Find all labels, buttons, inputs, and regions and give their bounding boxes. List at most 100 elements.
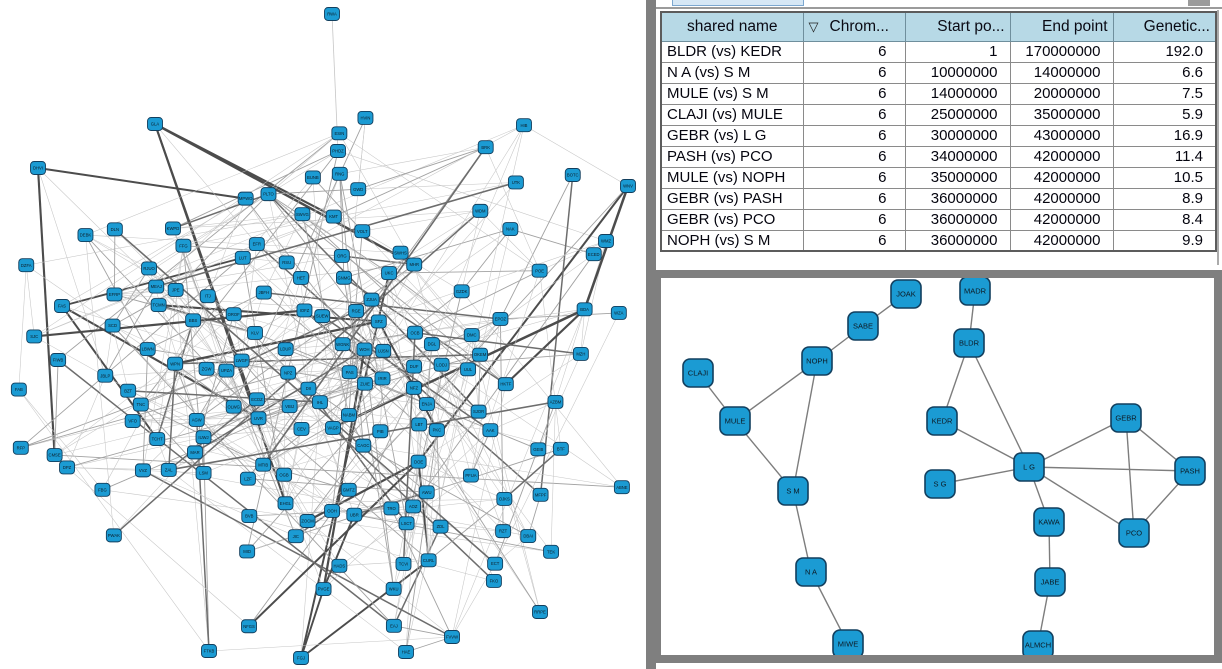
network-edge[interactable] xyxy=(66,436,204,468)
main-network-node[interactable]: OLWG xyxy=(225,399,242,414)
node-shape[interactable] xyxy=(10,382,27,397)
node-shape[interactable] xyxy=(576,302,593,317)
network-edge[interactable] xyxy=(34,216,334,337)
node-shape[interactable] xyxy=(1034,567,1066,597)
node-shape[interactable] xyxy=(543,544,559,559)
node-shape[interactable] xyxy=(507,175,524,190)
network-edge[interactable] xyxy=(300,173,341,279)
table-cell[interactable]: BLDR (vs) KEDR xyxy=(660,40,804,63)
node-shape[interactable] xyxy=(1110,403,1142,433)
main-network-node[interactable]: GZDK xyxy=(453,284,470,299)
node-shape[interactable] xyxy=(325,209,342,224)
node-shape[interactable] xyxy=(331,558,348,573)
network-edge-LG-PASH[interactable] xyxy=(1028,466,1191,472)
panel-divider[interactable] xyxy=(646,0,656,669)
node-shape[interactable] xyxy=(398,645,414,659)
main-network-node[interactable]: FIWB xyxy=(50,353,67,367)
main-network-node[interactable]: VVZ xyxy=(134,463,151,478)
network-edge[interactable] xyxy=(461,291,623,488)
table-cell[interactable]: 25000000 xyxy=(904,103,1011,126)
table-cell[interactable]: 6 xyxy=(802,82,906,105)
network-edge[interactable] xyxy=(353,387,415,515)
network-edge[interactable] xyxy=(26,213,303,266)
main-network-node[interactable]: HADS xyxy=(331,558,348,573)
network-edge[interactable] xyxy=(142,470,296,537)
main-network-node[interactable]: SFZ xyxy=(370,314,387,329)
main-network-node[interactable]: AWU xyxy=(418,485,435,500)
table-cell[interactable]: 6 xyxy=(802,124,906,147)
node-shape[interactable] xyxy=(719,406,751,436)
node-shape[interactable] xyxy=(324,7,340,21)
main-network-node[interactable]: PAS xyxy=(341,365,358,380)
main-network-node[interactable]: DLN xyxy=(106,222,123,237)
main-network-node[interactable]: FBG xyxy=(94,482,111,497)
network-edge[interactable] xyxy=(268,194,309,389)
node-shape[interactable] xyxy=(249,392,265,407)
table-cell[interactable]: 1 xyxy=(904,40,1011,63)
main-network-node[interactable]: BVB xyxy=(241,509,258,524)
node-shape[interactable] xyxy=(160,462,177,477)
node-shape[interactable] xyxy=(105,528,122,543)
network-edge[interactable] xyxy=(417,185,629,463)
node-shape[interactable] xyxy=(375,343,392,358)
node-shape[interactable] xyxy=(106,287,123,302)
main-network-node[interactable]: PLTO xyxy=(260,187,277,202)
network-edge[interactable] xyxy=(480,210,540,271)
table-cell[interactable]: 10.5 xyxy=(1112,166,1217,189)
network-edge[interactable] xyxy=(539,270,562,449)
node-shape[interactable] xyxy=(241,619,257,634)
table-cell[interactable]: 42000000 xyxy=(1009,229,1114,252)
network-node-NA[interactable]: N A xyxy=(795,557,827,587)
network-edge[interactable] xyxy=(312,177,363,232)
network-edge[interactable] xyxy=(485,147,540,271)
node-shape[interactable] xyxy=(392,245,409,260)
node-shape[interactable] xyxy=(218,363,235,378)
main-network-node[interactable]: BDA xyxy=(576,302,593,317)
table-cell[interactable]: 42000000 xyxy=(1009,187,1114,210)
network-edge[interactable] xyxy=(20,243,258,449)
node-shape[interactable] xyxy=(255,285,272,300)
node-shape[interactable] xyxy=(120,383,137,398)
main-network-node[interactable]: FAB xyxy=(10,382,27,397)
node-shape[interactable] xyxy=(281,399,298,414)
network-edge[interactable] xyxy=(358,146,486,190)
node-shape[interactable] xyxy=(239,471,256,486)
column-header-3[interactable]: End point xyxy=(1009,11,1114,42)
table-cell[interactable]: 42000000 xyxy=(1009,208,1114,231)
node-shape[interactable] xyxy=(356,342,373,357)
table-cell[interactable]: 6.6 xyxy=(1112,61,1217,84)
network-edge[interactable] xyxy=(85,234,150,269)
network-edge[interactable] xyxy=(414,331,581,355)
main-network-node[interactable]: JBFH xyxy=(255,285,272,300)
node-shape[interactable] xyxy=(124,414,141,429)
node-shape[interactable] xyxy=(385,581,402,596)
network-node-CLAJI[interactable]: CLAJI xyxy=(682,358,714,388)
node-shape[interactable] xyxy=(890,279,922,309)
main-network-node[interactable]: ZAL xyxy=(160,462,177,477)
node-shape[interactable] xyxy=(406,257,423,272)
node-shape[interactable] xyxy=(134,463,151,478)
network-edge-LG-PCO[interactable] xyxy=(1028,466,1135,534)
main-network-node[interactable]: GLA xyxy=(147,117,163,131)
node-shape[interactable] xyxy=(234,250,251,265)
main-network-node[interactable]: BBS xyxy=(185,313,202,328)
table-cell[interactable]: 5.9 xyxy=(1112,103,1217,126)
main-network-node[interactable]: SWVG xyxy=(294,207,311,222)
table-cell[interactable]: 36000000 xyxy=(904,187,1011,210)
network-edge[interactable] xyxy=(142,310,305,471)
main-network-node[interactable]: WNV xyxy=(620,179,636,193)
network-edge[interactable] xyxy=(550,401,556,552)
main-network-node[interactable]: LWGP xyxy=(233,353,250,368)
node-shape[interactable] xyxy=(418,485,435,500)
network-edge[interactable] xyxy=(523,124,629,187)
network-edge-NOPH-SM[interactable] xyxy=(792,360,818,492)
table-row[interactable]: GEBR (vs) PASH 6 36000000 42000000 8.9 xyxy=(660,187,1217,210)
node-shape[interactable] xyxy=(201,644,217,658)
node-shape[interactable] xyxy=(185,313,202,328)
network-edge[interactable] xyxy=(34,243,257,337)
network-edge[interactable] xyxy=(128,368,207,391)
network-edge[interactable] xyxy=(418,424,541,613)
network-edge-LG-GEBR[interactable] xyxy=(1028,417,1127,468)
network-edge[interactable] xyxy=(300,588,325,659)
network-edge[interactable] xyxy=(262,383,366,466)
